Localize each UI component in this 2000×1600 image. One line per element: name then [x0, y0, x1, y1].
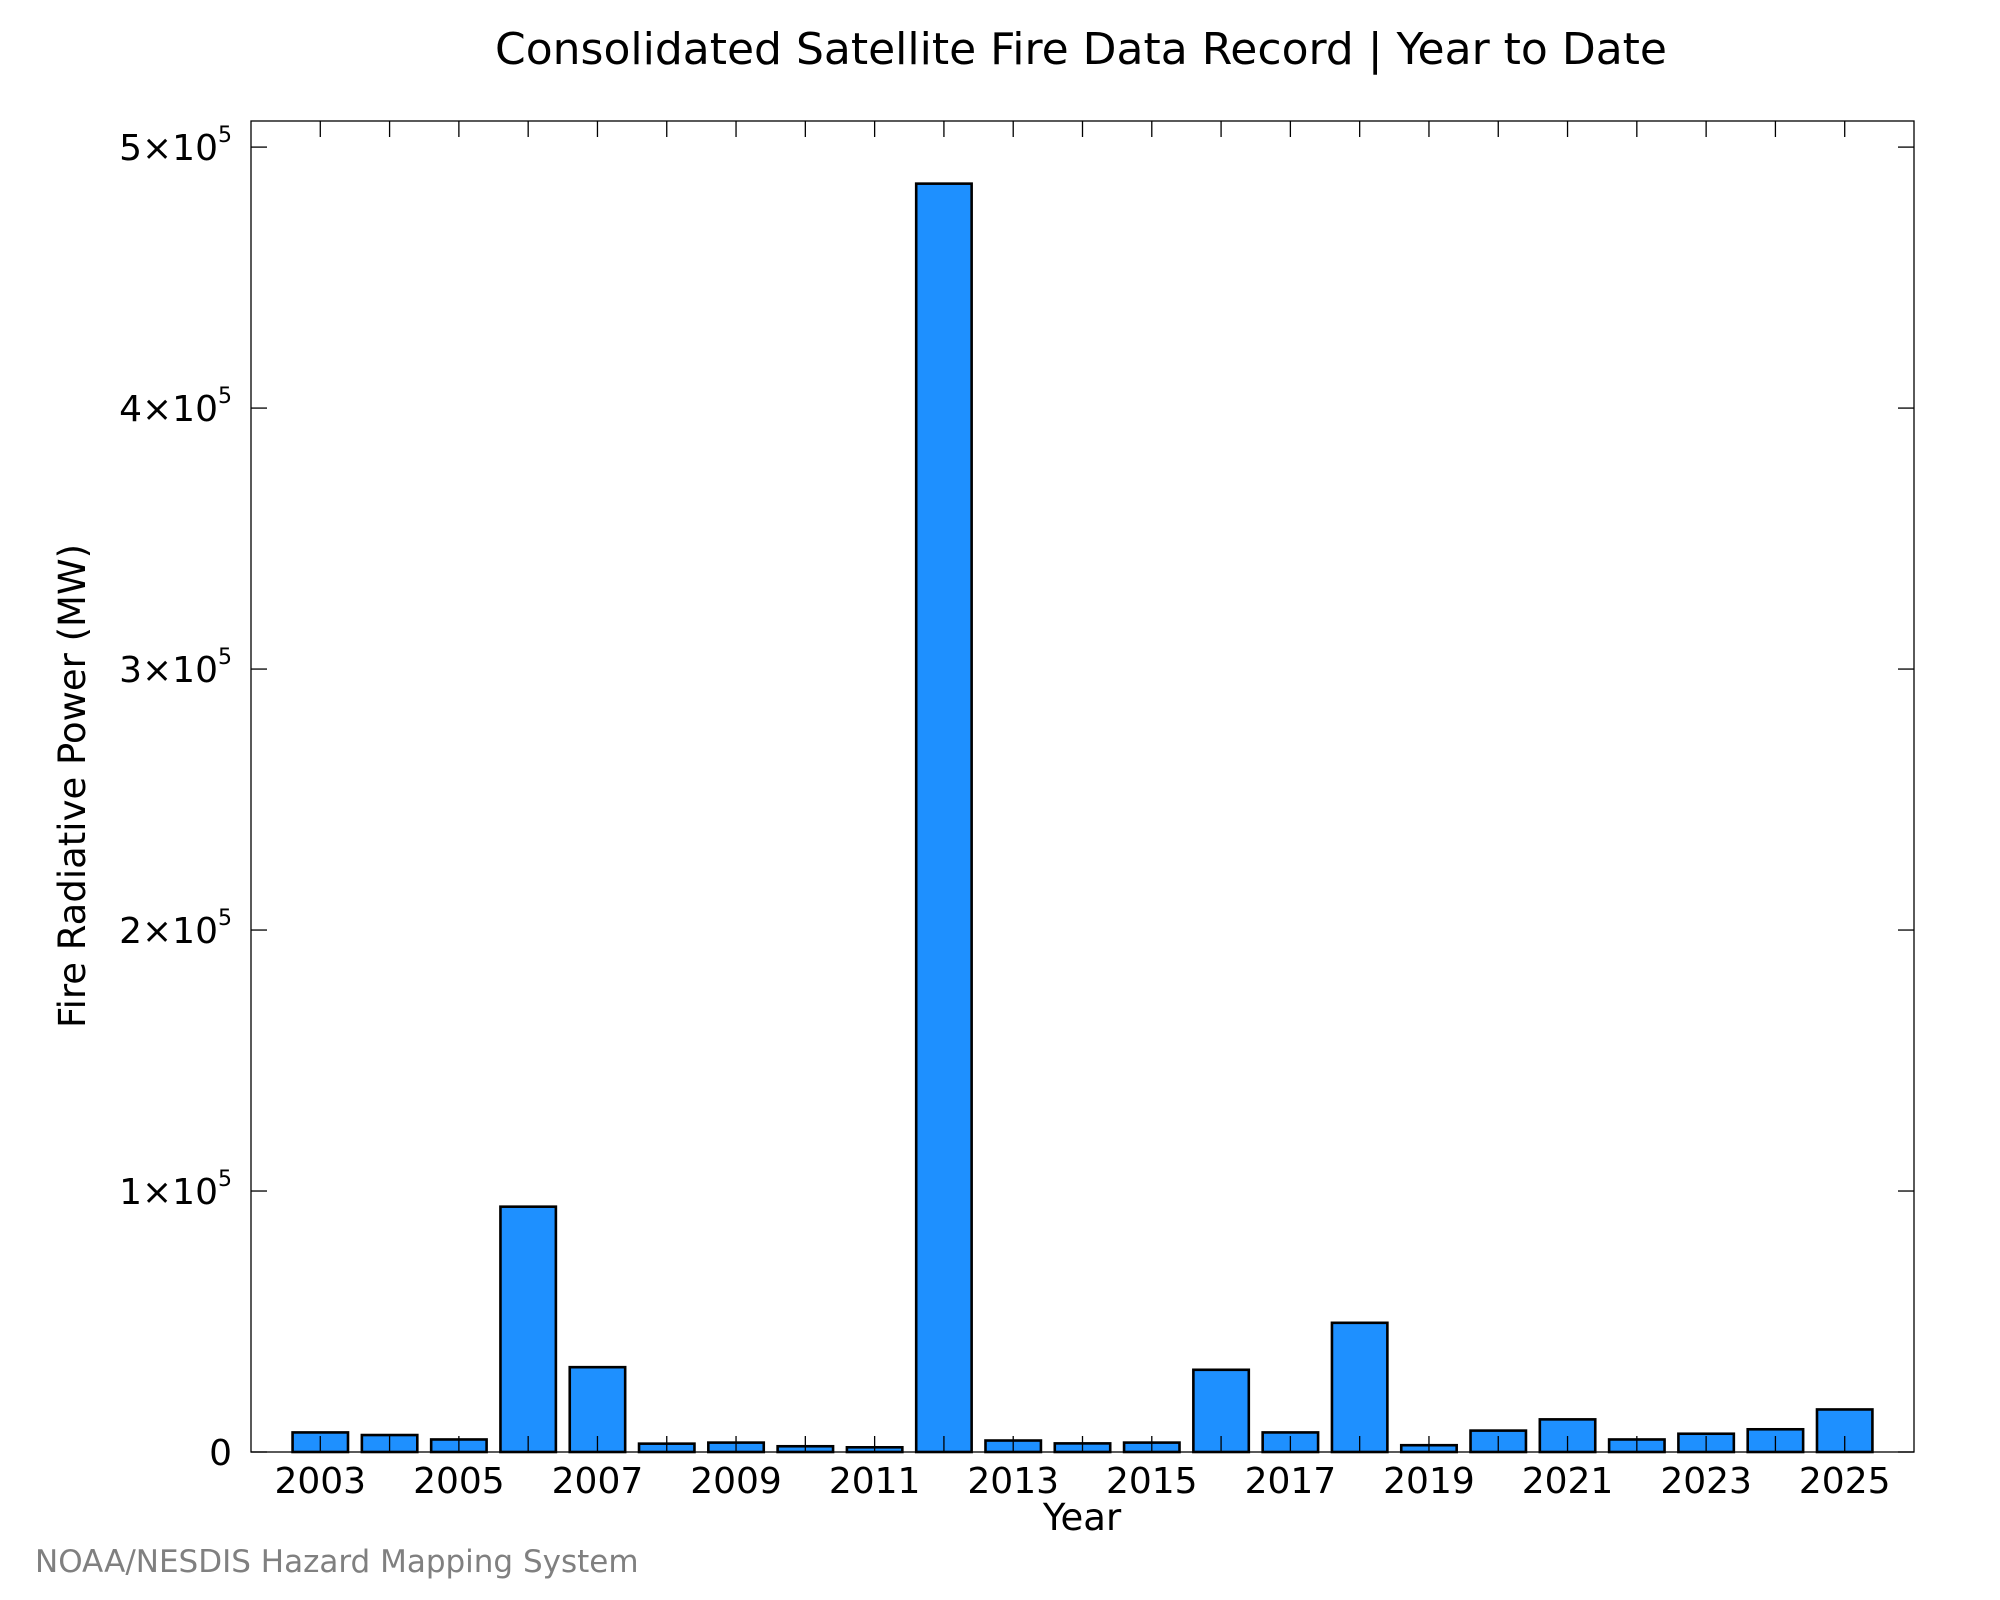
y-tick-label-100000: 1×105 [119, 1167, 232, 1213]
x-axis-label: Year [1042, 1496, 1122, 1539]
x-tick-label-2005: 2005 [413, 1461, 505, 1502]
x-ticks-group: 2003 2005 2007 2009 2011 2013 2015 2017 2019 2021… [274, 121, 1891, 1502]
y-tick-exponent: 5 [218, 123, 232, 148]
y-ticks-group: 0 1×105 2×105 3×105 4×105 5×105 [119, 123, 1914, 1474]
bar-2012 [914, 182, 973, 1454]
x-tick-label-2025: 2025 [1799, 1461, 1891, 1502]
bars-group [291, 182, 1874, 1454]
x-tick-label-2011: 2011 [829, 1461, 921, 1502]
x-tick-label-2013: 2013 [967, 1461, 1059, 1502]
x-tick-label-2015: 2015 [1106, 1461, 1198, 1502]
y-axis-label: Fire Radiative Power (MW) [51, 544, 94, 1028]
x-tick-label-2007: 2007 [552, 1461, 644, 1502]
x-tick-label-2021: 2021 [1522, 1461, 1614, 1502]
x-tick-label-2017: 2017 [1245, 1461, 1337, 1502]
credit-text: NOAA/NESDIS Hazard Mapping System [35, 1544, 639, 1580]
x-tick-label-2019: 2019 [1383, 1461, 1475, 1502]
chart-title: Consolidated Satellite Fire Data Record … [495, 24, 1667, 75]
y-tick-label-0: 0 [209, 1433, 232, 1474]
x-tick-label-2023: 2023 [1660, 1461, 1752, 1502]
bar-2018 [1330, 1321, 1389, 1454]
x-tick-label-2003: 2003 [274, 1461, 366, 1502]
y-tick-label-300000: 3×105 [119, 645, 232, 691]
x-tick-label-2009: 2009 [690, 1461, 782, 1502]
y-tick-exponent: 5 [218, 645, 232, 670]
y-tick-exponent: 5 [218, 906, 232, 931]
y-tick-label-400000: 4×105 [119, 384, 232, 430]
y-tick-exponent: 5 [218, 384, 232, 409]
y-tick-exponent: 5 [218, 1167, 232, 1192]
y-tick-label-500000: 5×105 [119, 123, 232, 169]
y-tick-label-200000: 2×105 [119, 906, 232, 952]
bar-2006 [499, 1205, 558, 1454]
